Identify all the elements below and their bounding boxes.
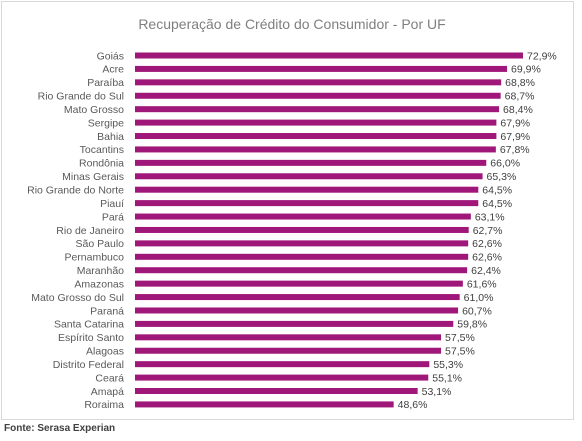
bar [135,388,418,394]
bar [135,334,442,341]
value-label: 72,9% [527,50,557,62]
bar [135,173,483,180]
value-label: 62,6% [472,238,502,250]
category-label: Mato Grosso [64,104,124,116]
value-label: 64,5% [482,198,512,210]
value-label: 67,9% [500,117,530,129]
bar [135,79,502,86]
bar [135,52,523,59]
value-label: 61,0% [464,292,494,304]
bar [135,186,479,193]
category-label: Rondônia [79,158,124,170]
bar [135,401,394,408]
category-label: Ceará [95,372,124,384]
category-label: Espírito Santo [58,332,124,344]
category-label: Maranhão [77,265,124,277]
bar [135,200,479,207]
chart-frame: Recuperação de Crédito do Consumidor - P… [1,1,574,420]
bar [135,347,442,354]
value-label: 62,7% [473,225,503,237]
category-label: Piauí [100,198,124,210]
value-label: 67,8% [500,144,530,156]
value-label: 55,3% [433,359,463,371]
value-label: 66,0% [490,158,520,170]
value-label: 61,6% [467,278,497,290]
category-label: Pará [102,211,124,223]
category-label: Acre [102,64,124,76]
bar [135,92,501,99]
chart-title: Recuperação de Crédito do Consumidor - P… [138,16,445,32]
bar [135,106,500,113]
bar [135,374,429,381]
bar [135,65,508,72]
bar [135,119,497,126]
bar [135,253,469,260]
bar [135,213,471,220]
category-label: Pernambuco [64,252,124,264]
bar [135,361,430,368]
value-label: 53,1% [422,386,452,398]
category-label: Minas Gerais [62,171,124,183]
category-label: Alagoas [86,346,124,358]
category-label: Amazonas [74,278,124,290]
value-label: 68,7% [505,91,535,103]
value-label: 64,5% [482,185,512,197]
category-label: Rio Grande do Sul [38,91,124,103]
value-label: 60,7% [462,305,492,317]
bar [135,226,469,233]
category-label: Distrito Federal [53,359,124,371]
bar [135,307,459,314]
source-note: Fonte: Serasa Experian [4,423,116,434]
category-label: Paraná [90,305,124,317]
value-label: 59,8% [457,319,487,331]
value-label: 57,5% [445,332,475,344]
value-label: 63,1% [475,211,505,223]
bars-layer: Goiás 72,9% Acre 69,9% Paraíba 68,8% Rio Grand… [27,50,557,411]
category-label: Paraíba [87,77,124,89]
category-label: Sergipe [88,117,124,129]
bar [135,294,460,301]
value-label: 48,6% [398,399,428,411]
bar [135,320,454,327]
value-label: 67,9% [500,131,530,143]
category-label: Goiás [97,50,124,62]
bar-chart: Recuperação de Crédito do Consumidor - P… [27,16,557,411]
category-label: Santa Catarina [54,319,124,331]
bar [135,159,487,166]
value-label: 68,4% [503,104,533,116]
value-label: 55,1% [432,372,462,384]
category-label: Roraima [84,399,124,411]
value-label: 62,6% [472,252,502,264]
bar [135,240,469,247]
category-label: São Paulo [76,238,125,250]
bar [135,280,463,287]
bar [135,146,496,153]
value-label: 68,8% [505,77,535,89]
value-label: 65,3% [487,171,517,183]
bar [135,267,468,274]
category-label: Mato Grosso do Sul [31,292,124,304]
value-label: 62,4% [471,265,501,277]
bar [135,133,497,140]
value-label: 69,9% [511,64,541,76]
category-label: Rio Grande do Norte [27,185,124,197]
category-label: Rio de Janeiro [56,225,124,237]
category-label: Tocantins [80,144,124,156]
value-label: 57,5% [445,346,475,358]
category-label: Amapá [91,386,124,398]
category-label: Bahia [97,131,124,143]
